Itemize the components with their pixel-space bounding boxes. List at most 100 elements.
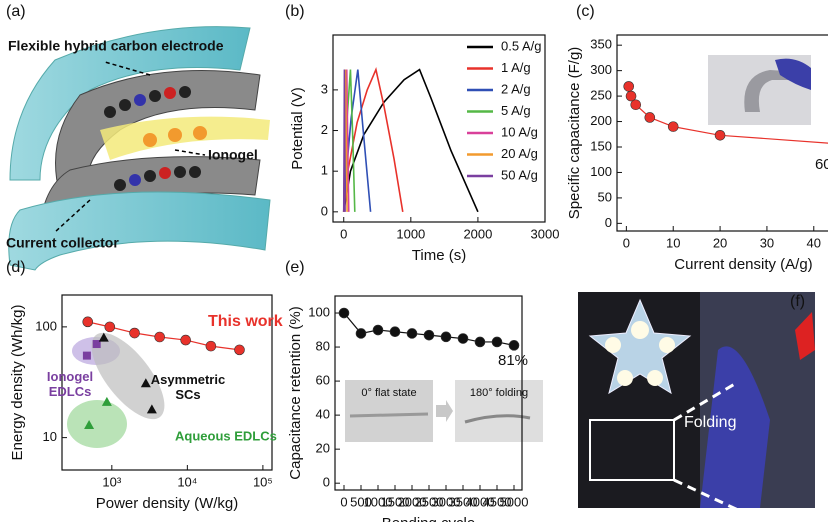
x-tick-label: 4000 xyxy=(466,494,495,509)
y-tick-label: 1 xyxy=(321,163,328,178)
y-tick-label: 200 xyxy=(590,113,612,128)
series-line xyxy=(343,312,515,346)
annotation: 0° flat state xyxy=(361,387,416,399)
electrode-top xyxy=(55,70,261,196)
group-label: Asymmetric SCs xyxy=(151,372,225,402)
data-point xyxy=(234,344,245,356)
x-tick-label: 1000 xyxy=(396,226,425,241)
x-tick-label: 5000 xyxy=(500,494,529,509)
x-tick-label: 1500 xyxy=(381,494,410,509)
y-tick-label: 100 xyxy=(35,318,57,333)
legend-label: 2 A/g xyxy=(501,81,531,96)
photo-caption: Folding xyxy=(684,414,736,431)
data-point xyxy=(101,396,112,406)
x-tick-label: 2000 xyxy=(398,494,427,509)
schematic-label: Flexible hybrid carbon electrode xyxy=(8,38,224,54)
y-tick-label: 150 xyxy=(590,138,612,153)
data-point xyxy=(625,90,637,102)
data-point xyxy=(389,326,401,338)
panel-label: (c) xyxy=(576,3,595,20)
y-axis-title: Capacitance retention (%) xyxy=(287,306,304,479)
x-tick-label: 2500 xyxy=(415,494,444,509)
y-tick-label: 250 xyxy=(590,88,612,103)
schematic xyxy=(8,26,271,271)
data-point xyxy=(154,331,165,343)
data-point xyxy=(355,328,367,339)
x-tick-label: 1000 xyxy=(364,494,393,509)
plot-frame xyxy=(61,294,273,471)
x-tick-label: 10⁵ xyxy=(253,474,273,489)
y-tick-label: 2 xyxy=(321,122,328,137)
y-tick-label: 50 xyxy=(598,189,612,204)
annotation: 81% xyxy=(498,352,528,369)
data-point xyxy=(474,336,486,348)
x-tick-label: 0 xyxy=(623,235,630,250)
legend-label: 10 A/g xyxy=(501,124,538,139)
collector-bottom xyxy=(8,191,271,271)
data-point xyxy=(129,327,140,339)
y-tick-label: 10 xyxy=(43,429,57,444)
series-line xyxy=(342,66,404,212)
y-tick-label: 0 xyxy=(605,215,612,230)
x-tick-label: 3000 xyxy=(531,226,560,241)
group-region xyxy=(91,332,165,420)
y-tick-label: 0 xyxy=(323,475,330,490)
legend-label: 20 A/g xyxy=(501,146,538,161)
y-tick-label: 20 xyxy=(316,441,330,456)
y-tick-label: 80 xyxy=(316,338,330,353)
ionogel-layer xyxy=(100,116,270,160)
y-tick-label: 3 xyxy=(321,81,328,96)
data-point xyxy=(623,81,635,92)
data-point xyxy=(491,336,503,348)
y-axis-title: Specific capacitance (F/g) xyxy=(566,47,583,220)
x-tick-label: 10³ xyxy=(102,474,121,489)
schematic-label: Ionogel xyxy=(208,147,258,163)
y-axis-title: Energy density (Wh/kg) xyxy=(9,305,26,461)
data-point xyxy=(180,334,191,346)
data-point xyxy=(146,404,157,414)
data-point xyxy=(508,340,520,351)
inset-photo xyxy=(464,414,531,424)
annotation: 180° folding xyxy=(470,387,528,399)
inset-photo xyxy=(744,70,800,112)
legend-label: 50 A/g xyxy=(501,167,538,182)
inset-photo xyxy=(345,380,433,442)
y-tick-label: 40 xyxy=(316,407,330,422)
data-point xyxy=(140,378,151,388)
y-tick-label: 100 xyxy=(308,304,330,319)
data-point xyxy=(440,331,452,343)
x-tick-label: 3500 xyxy=(449,494,478,509)
particles xyxy=(104,86,207,191)
x-tick-label: 0 xyxy=(340,226,347,241)
panel-label: (f) xyxy=(790,293,805,310)
group-region xyxy=(67,400,127,448)
inset-arrow xyxy=(436,400,453,422)
group-label: Aqueous EDLCs xyxy=(175,428,277,443)
x-tick-label: 30 xyxy=(760,235,774,250)
legend-label: 1 A/g xyxy=(501,60,531,75)
x-axis-title: Power density (W/kg) xyxy=(96,495,239,512)
inset-photo xyxy=(455,380,543,442)
panel-label: (d) xyxy=(6,259,26,276)
photo xyxy=(578,292,815,512)
panel-label: (a) xyxy=(6,3,26,20)
group-label: Ionogel EDLCs xyxy=(47,369,93,399)
y-tick-label: 350 xyxy=(590,37,612,52)
data-point xyxy=(714,129,726,141)
plot-frame xyxy=(334,295,523,491)
inset-photo xyxy=(349,412,429,418)
x-tick-label: 4500 xyxy=(483,494,512,509)
x-tick-label: 40 xyxy=(807,235,821,250)
x-tick-label: 3000 xyxy=(432,494,461,509)
data-point xyxy=(84,419,95,429)
data-point xyxy=(104,321,116,333)
legend-label: 5 A/g xyxy=(501,103,531,118)
series-line xyxy=(342,69,346,212)
data-point xyxy=(82,316,94,328)
x-tick-label: 10⁴ xyxy=(177,474,197,489)
x-tick-label: 20 xyxy=(713,235,727,250)
plot-frame xyxy=(616,34,828,232)
y-tick-label: 60 xyxy=(316,373,330,388)
x-tick-label: 10 xyxy=(666,235,680,250)
